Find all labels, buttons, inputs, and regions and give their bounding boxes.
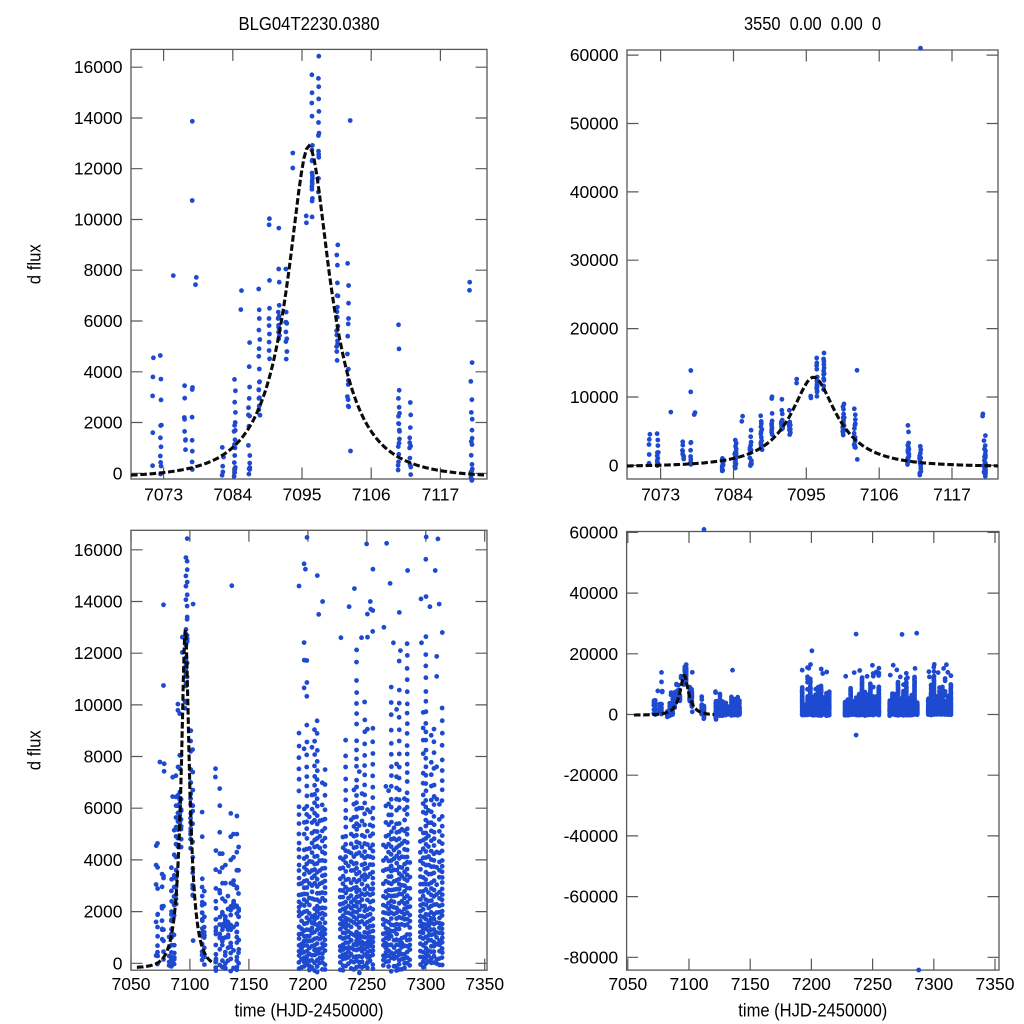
svg-text:7350: 7350 — [465, 974, 504, 994]
svg-text:40000: 40000 — [569, 583, 618, 603]
svg-text:2000: 2000 — [84, 902, 123, 922]
svg-text:10000: 10000 — [570, 387, 619, 407]
svg-text:20000: 20000 — [570, 319, 619, 339]
svg-text:7050: 7050 — [608, 974, 647, 994]
svg-text:7300: 7300 — [406, 974, 445, 994]
svg-text:time (HJD-2450000): time (HJD-2450000) — [235, 1000, 384, 1021]
svg-text:7250: 7250 — [853, 974, 892, 994]
svg-text:0: 0 — [113, 953, 123, 973]
svg-text:d flux: d flux — [24, 730, 45, 771]
svg-text:6000: 6000 — [84, 798, 123, 818]
svg-text:16000: 16000 — [74, 57, 123, 77]
svg-text:time (HJD-2450000): time (HJD-2450000) — [738, 1000, 887, 1021]
svg-text:40000: 40000 — [570, 182, 619, 202]
svg-text:14000: 14000 — [74, 108, 123, 128]
svg-text:0: 0 — [608, 705, 618, 725]
svg-text:10000: 10000 — [74, 210, 123, 230]
svg-text:7117: 7117 — [933, 485, 971, 505]
svg-text:7073: 7073 — [641, 485, 680, 505]
svg-text:60000: 60000 — [570, 45, 619, 65]
svg-text:7200: 7200 — [792, 974, 831, 994]
svg-text:8000: 8000 — [84, 260, 123, 280]
svg-text:d flux: d flux — [24, 244, 45, 285]
svg-text:7073: 7073 — [144, 485, 183, 505]
svg-text:60000: 60000 — [569, 522, 618, 542]
svg-text:4000: 4000 — [84, 850, 123, 870]
svg-text:20000: 20000 — [569, 644, 618, 664]
svg-text:6000: 6000 — [84, 311, 123, 331]
svg-text:0: 0 — [609, 455, 619, 475]
svg-text:14000: 14000 — [74, 592, 123, 612]
svg-text:12000: 12000 — [74, 643, 123, 663]
svg-text:0: 0 — [113, 463, 123, 483]
svg-text:7150: 7150 — [229, 974, 268, 994]
svg-text:8000: 8000 — [84, 747, 123, 767]
svg-text:2000: 2000 — [84, 413, 123, 433]
svg-text:7106: 7106 — [352, 485, 391, 505]
svg-text:-40000: -40000 — [564, 826, 619, 846]
svg-text:7095: 7095 — [787, 485, 826, 505]
svg-text:7200: 7200 — [288, 974, 327, 994]
svg-text:7100: 7100 — [170, 974, 209, 994]
svg-text:7084: 7084 — [213, 485, 252, 505]
svg-text:-60000: -60000 — [564, 887, 619, 907]
svg-text:-80000: -80000 — [564, 947, 619, 967]
svg-text:10000: 10000 — [74, 695, 123, 715]
svg-text:7050: 7050 — [112, 974, 151, 994]
svg-text:7117: 7117 — [422, 485, 460, 505]
svg-text:7250: 7250 — [347, 974, 386, 994]
svg-text:7150: 7150 — [731, 974, 770, 994]
svg-text:12000: 12000 — [74, 159, 123, 179]
svg-text:7100: 7100 — [670, 974, 709, 994]
svg-text:BLG04T2230.0380: BLG04T2230.0380 — [239, 13, 380, 34]
svg-text:7350: 7350 — [976, 974, 1015, 994]
svg-text:7084: 7084 — [714, 485, 753, 505]
svg-text:7300: 7300 — [914, 974, 953, 994]
svg-text:4000: 4000 — [84, 362, 123, 382]
svg-text:30000: 30000 — [570, 250, 619, 270]
svg-text:3550 0.00 0.00 0: 3550 0.00 0.00 0 — [744, 13, 881, 34]
svg-text:7095: 7095 — [283, 485, 322, 505]
svg-text:16000: 16000 — [74, 540, 123, 560]
svg-text:50000: 50000 — [570, 114, 619, 134]
svg-text:-20000: -20000 — [564, 765, 619, 785]
svg-text:7106: 7106 — [860, 485, 899, 505]
